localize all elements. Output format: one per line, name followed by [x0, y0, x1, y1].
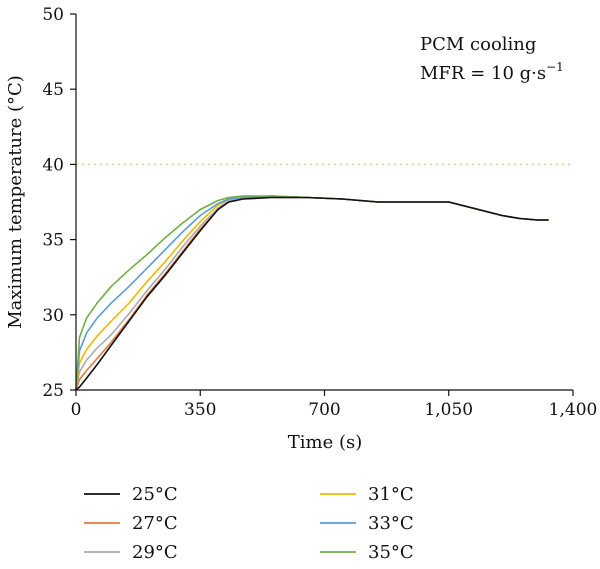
legend-label: 25°C	[132, 484, 178, 505]
y-tick-label: 35	[42, 231, 64, 251]
series-line-33c	[75, 195, 549, 391]
annotation-line-1: PCM cooling	[420, 34, 536, 55]
legend: 25°C 27°C 29°C 31°C 33°C 35°C	[84, 484, 414, 563]
legend-label: 29°C	[132, 542, 178, 563]
y-tick-label: 40	[42, 155, 64, 175]
series-line-31c	[75, 195, 549, 391]
legend-label: 27°C	[132, 513, 178, 534]
legend-label: 35°C	[368, 542, 414, 563]
y-tick-label: 50	[42, 5, 64, 25]
x-tick-label: 1,400	[549, 400, 598, 420]
series-line-29c	[75, 195, 549, 391]
y-tick-label: 30	[42, 306, 64, 326]
annotation-line-2-sup: −1	[546, 60, 564, 74]
y-tick-label: 25	[42, 381, 64, 401]
annotation-line-2: MFR = 10 g·s−1	[420, 60, 564, 84]
series-line-25c	[75, 196, 549, 391]
annotation-line-2-text: MFR = 10 g·s	[420, 63, 546, 84]
ticks-layer: 0 350 700 1,050 1,400 25 30 35 40 45 50	[42, 5, 597, 420]
y-axis-title: Maximum temperature (°C)	[5, 75, 26, 329]
annotation: PCM cooling MFR = 10 g·s−1	[420, 34, 564, 84]
y-tick-label: 45	[42, 80, 64, 100]
x-tick-label: 0	[71, 400, 82, 420]
legend-label: 31°C	[368, 484, 414, 505]
x-tick-label: 350	[184, 400, 216, 420]
legend-label: 33°C	[368, 513, 414, 534]
x-axis-title: Time (s)	[288, 432, 363, 453]
series-line-35c	[75, 195, 549, 391]
series-layer	[75, 195, 549, 391]
series-line-27c	[75, 196, 549, 391]
x-tick-label: 1,050	[424, 400, 473, 420]
x-tick-label: 700	[308, 400, 340, 420]
